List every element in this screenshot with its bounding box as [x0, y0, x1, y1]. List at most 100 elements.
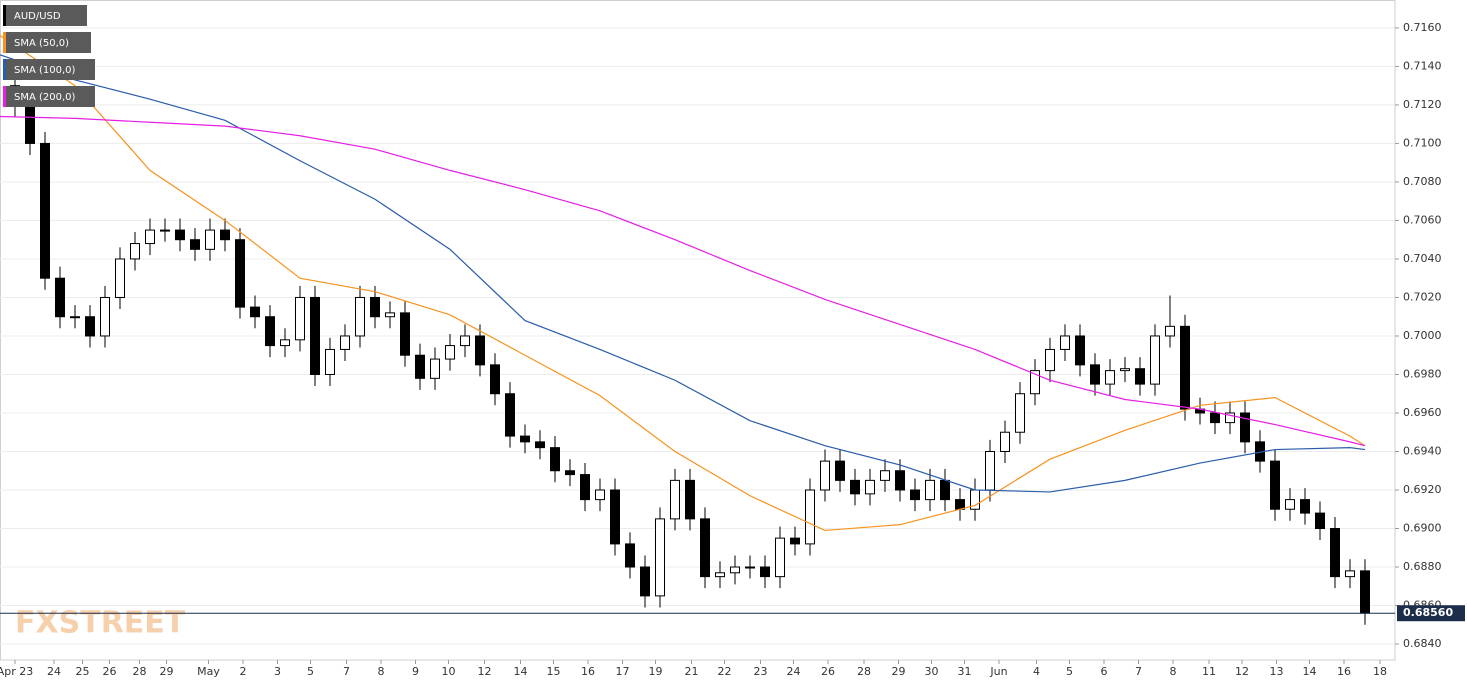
x-tick-label: 7 — [343, 665, 350, 678]
candle-body — [775, 537, 785, 578]
candle-body — [505, 393, 515, 437]
candle-body — [445, 345, 455, 360]
x-tick-label: Apr 23 — [0, 665, 33, 678]
legend-box — [3, 5, 87, 26]
legend-box — [3, 86, 95, 107]
candle-body — [340, 335, 350, 350]
candle-body — [1015, 393, 1025, 433]
candle-body — [670, 479, 680, 520]
candle-body — [1165, 325, 1175, 337]
candle-body — [865, 479, 875, 495]
candle-body — [1045, 348, 1055, 372]
x-tick-label: 5 — [307, 665, 314, 678]
candle-body — [1105, 370, 1115, 385]
candle-body — [1090, 364, 1100, 385]
candle-body — [820, 460, 830, 491]
legend-swatch — [3, 5, 6, 26]
y-tick-label: 0.7160 — [1403, 21, 1442, 34]
x-tick-label: 23 — [754, 665, 768, 678]
legend-label: SMA (100,0) — [14, 65, 76, 76]
candle-body — [655, 518, 665, 597]
x-tick-label: 11 — [1202, 665, 1216, 678]
candle-body — [535, 441, 545, 449]
candle-body — [130, 243, 140, 260]
candle-body — [115, 258, 125, 298]
candle-body — [475, 335, 485, 366]
candle-body — [610, 489, 620, 545]
candle-body — [370, 296, 380, 318]
plot-frame — [0, 0, 1396, 661]
candle-body — [1330, 528, 1340, 578]
y-tick-label: 0.6900 — [1403, 522, 1442, 535]
candle-body — [85, 316, 95, 337]
candle-body — [295, 296, 305, 341]
x-tick-label: 2 — [240, 665, 247, 678]
candle-body — [985, 450, 995, 491]
candle-body — [190, 239, 200, 250]
legend-swatch — [3, 86, 6, 107]
x-tick-label: 8 — [1170, 665, 1177, 678]
candle-body — [1270, 460, 1280, 510]
candle-body — [490, 364, 500, 395]
candle-body — [685, 479, 695, 520]
y-tick-label: 0.6940 — [1403, 444, 1442, 457]
last-price-box — [1397, 605, 1465, 622]
x-tick-label: 3 — [274, 665, 281, 678]
last-price-label: 0.68560 — [1403, 606, 1453, 619]
y-tick-label: 0.7140 — [1403, 59, 1442, 72]
x-tick-label: 24 — [787, 665, 801, 678]
x-tick-label: 21 — [685, 665, 699, 678]
candle-body — [700, 518, 710, 578]
candle-body — [1240, 412, 1250, 443]
candle-body — [100, 296, 110, 337]
x-tick-label: 29 — [160, 665, 174, 678]
candle-body — [760, 566, 770, 578]
legend-label: SMA (50,0) — [14, 38, 69, 49]
x-tick-label: 28 — [857, 665, 871, 678]
x-tick-label: 16 — [581, 665, 595, 678]
candle-body — [550, 447, 560, 472]
candle-body — [1135, 368, 1145, 385]
candle-body — [265, 316, 275, 347]
y-tick-label: 0.7060 — [1403, 213, 1442, 226]
candle-body — [955, 499, 965, 510]
candle-body — [1150, 335, 1160, 385]
candle-body — [1120, 368, 1130, 372]
candle-body — [640, 566, 650, 597]
candle-body — [55, 277, 65, 318]
candle-body — [625, 543, 635, 568]
sma-line — [0, 115, 1366, 447]
candle-body — [730, 566, 740, 574]
legend-box — [3, 59, 95, 80]
x-tick-label: 17 — [616, 665, 630, 678]
candle-body — [595, 489, 605, 501]
x-tick-label: 15 — [547, 665, 561, 678]
candle-body — [160, 229, 170, 232]
y-tick-label: 0.6880 — [1403, 560, 1442, 573]
candle-body — [715, 572, 725, 578]
candle-body — [1000, 431, 1010, 452]
candle-body — [1210, 412, 1220, 424]
candle-body — [1300, 499, 1310, 514]
y-tick-label: 0.7100 — [1403, 136, 1442, 149]
candle-body — [1180, 325, 1190, 410]
watermark: FXSTREET — [15, 606, 186, 641]
y-tick-label: 0.6920 — [1403, 483, 1442, 496]
candle-body — [355, 296, 365, 337]
y-tick-label: 0.6840 — [1403, 637, 1442, 650]
legend-swatch — [3, 59, 6, 80]
candle-body — [175, 229, 185, 241]
x-tick-label: 12 — [1235, 665, 1249, 678]
x-tick-label: 26 — [103, 665, 117, 678]
candle-body — [385, 312, 395, 318]
y-tick-label: 0.6960 — [1403, 406, 1442, 419]
candle-body — [940, 479, 950, 501]
candle-body — [1060, 335, 1070, 350]
x-tick-label: 14 — [514, 665, 528, 678]
x-tick-label: May — [197, 665, 220, 678]
candle-body — [805, 489, 815, 545]
x-tick-label: 26 — [821, 665, 835, 678]
y-tick-label: 0.7120 — [1403, 98, 1442, 111]
